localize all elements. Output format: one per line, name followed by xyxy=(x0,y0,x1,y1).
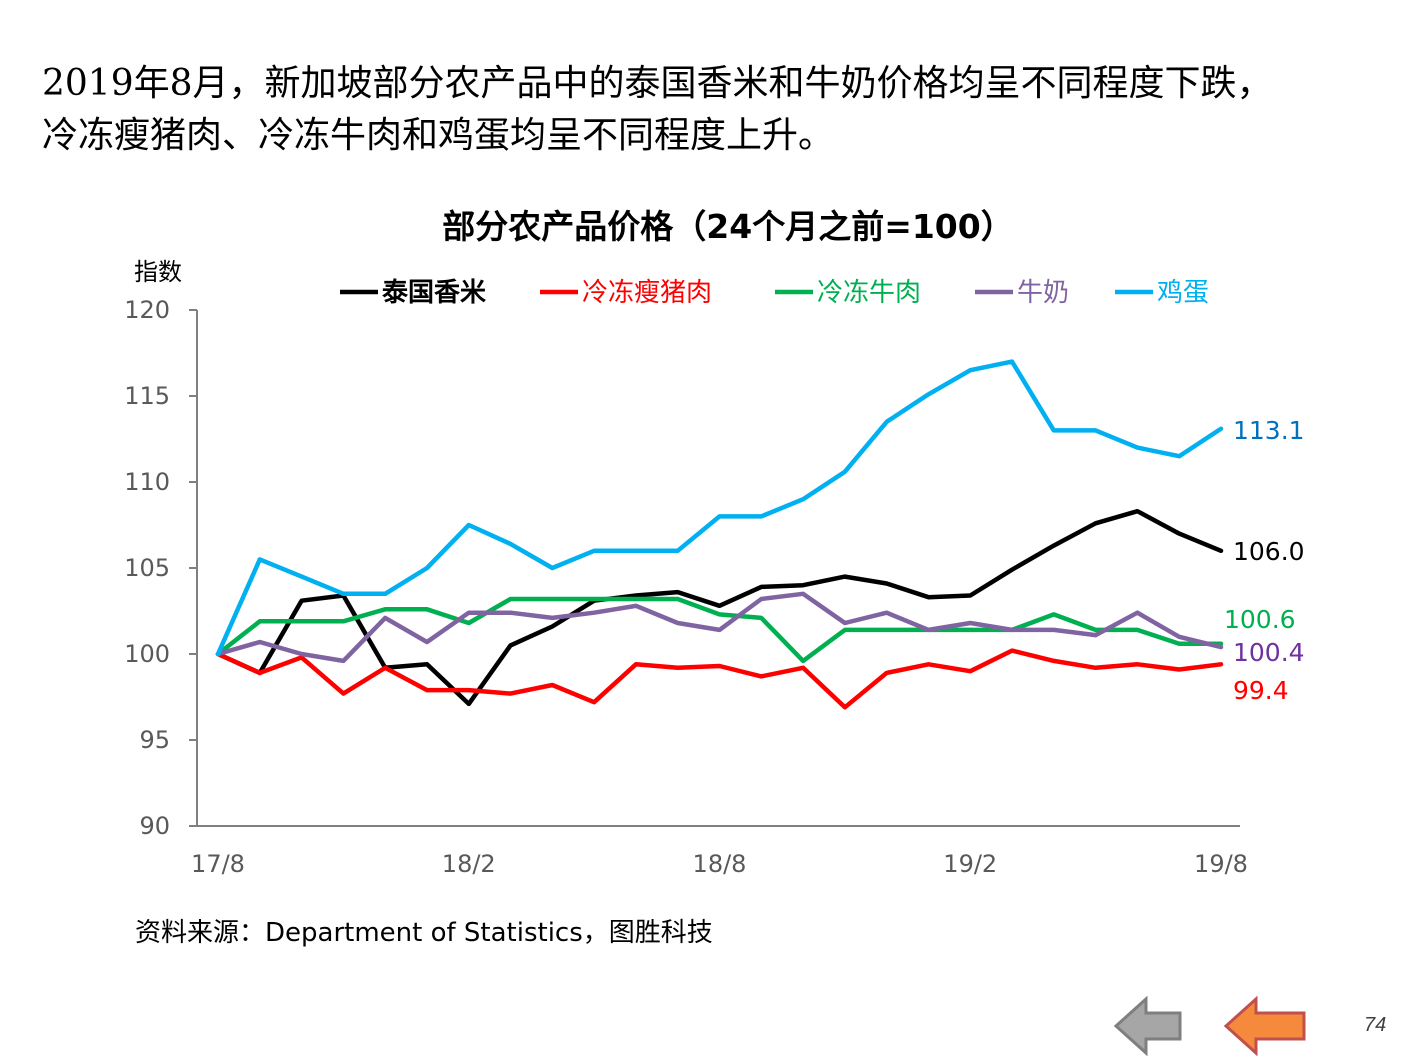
end-value-label: 113.1 xyxy=(1233,416,1305,445)
legend-label: 鸡蛋 xyxy=(1157,278,1209,308)
series-line-4 xyxy=(215,591,1224,664)
previous-button[interactable] xyxy=(1222,996,1308,1056)
arrow-left-icon xyxy=(1223,996,1306,1056)
y-tick-label: 120 xyxy=(124,296,170,324)
legend-label: 牛奶 xyxy=(1017,278,1069,308)
chart-series xyxy=(215,359,1224,710)
legend-label: 冷冻牛肉 xyxy=(817,278,921,308)
y-axis-label: 指数 xyxy=(134,258,182,286)
x-tick-label: 18/2 xyxy=(442,850,496,878)
end-value-label: 100.6 xyxy=(1224,605,1296,634)
x-tick-label: 18/8 xyxy=(693,850,747,878)
y-tick-label: 110 xyxy=(124,468,170,496)
x-tick-label: 19/2 xyxy=(943,850,997,878)
headline: 2019年8月，新加坡部分农产品中的泰国香米和牛奶价格均呈不同程度下跌， 冷冻瘦… xyxy=(42,58,1402,162)
y-tick-label: 105 xyxy=(124,554,170,582)
headline-line-1: 2019年8月，新加坡部分农产品中的泰国香米和牛奶价格均呈不同程度下跌， xyxy=(42,63,1273,104)
x-tick-label: 19/8 xyxy=(1194,850,1248,878)
legend-label: 泰国香米 xyxy=(382,278,486,308)
chart-axes: 90 95 100 105 110 115 120 17/8 18/2 18/8 19/2 19/8 xyxy=(124,296,1248,878)
series-line-1 xyxy=(215,508,1224,707)
headline-line-2: 冷冻瘦猪肉、冷冻牛肉和鸡蛋均呈不同程度上升。 xyxy=(42,115,835,156)
y-tick-label: 90 xyxy=(139,812,170,840)
end-value-label: 106.0 xyxy=(1233,537,1305,566)
x-tick-label: 17/8 xyxy=(191,850,245,878)
series-line-3 xyxy=(215,596,1224,664)
y-tick-label: 115 xyxy=(124,382,170,410)
end-value-label: 100.4 xyxy=(1233,638,1305,667)
chart-legend: 泰国香米 冷冻瘦猪肉 冷冻牛肉 牛奶 鸡蛋 xyxy=(340,278,1209,308)
y-tick-label: 95 xyxy=(139,726,170,754)
series-line-2 xyxy=(215,648,1224,710)
series-line-5 xyxy=(215,359,1224,657)
page-number: 74 xyxy=(1364,1014,1387,1036)
end-value-labels: 106.0 99.4 100.6 100.4 113.1 xyxy=(1224,416,1305,705)
chart-title: 部分农产品价格（24个月之前=100） xyxy=(442,207,1013,246)
arrow-left-icon xyxy=(1113,996,1182,1056)
back-button[interactable] xyxy=(1112,996,1184,1056)
source-note: 资料来源：Department of Statistics，图胜科技 xyxy=(135,918,713,948)
legend-label: 冷冻瘦猪肉 xyxy=(582,278,712,308)
end-value-label: 99.4 xyxy=(1233,676,1289,705)
y-tick-label: 100 xyxy=(124,640,170,668)
